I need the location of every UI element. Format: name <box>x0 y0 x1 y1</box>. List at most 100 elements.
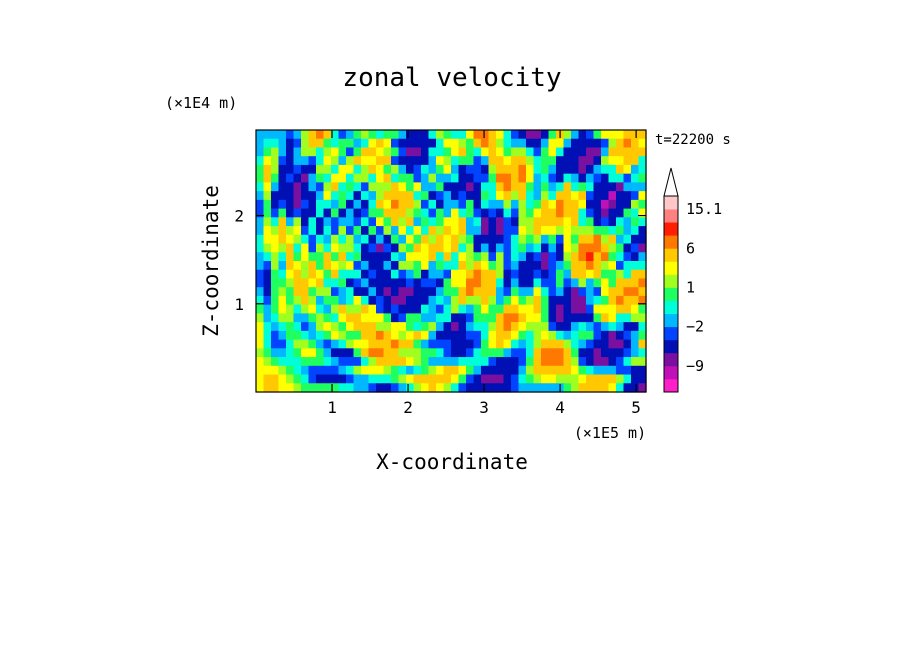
heatmap-cell <box>406 156 415 166</box>
heatmap-cell <box>308 191 317 201</box>
heatmap-cell <box>361 164 370 175</box>
heatmap-cell <box>593 156 602 166</box>
heatmap-cell <box>631 348 640 358</box>
heatmap-cell <box>616 199 625 210</box>
heatmap-cell <box>608 138 617 149</box>
heatmap-cell <box>331 357 340 367</box>
heatmap-cell <box>638 199 647 210</box>
heatmap-cell <box>331 278 340 288</box>
heatmap-cell <box>383 208 392 218</box>
colorbar-segment <box>664 248 678 262</box>
heatmap-cell <box>271 374 280 384</box>
heatmap-cell <box>398 164 407 175</box>
heatmap-cell <box>323 243 332 253</box>
heatmap-cell <box>391 365 400 376</box>
heatmap-cell <box>421 164 430 175</box>
heatmap-cell <box>308 339 317 349</box>
heatmap-cell <box>503 234 512 245</box>
heatmap-cell <box>586 278 595 288</box>
heatmap-cell <box>601 348 610 358</box>
heatmap-cell <box>436 278 445 288</box>
heatmap-cell <box>383 182 392 192</box>
heatmap-cell <box>353 357 362 367</box>
heatmap-cell <box>511 217 520 227</box>
heatmap-cell <box>578 173 587 183</box>
heatmap-cell <box>616 330 625 341</box>
heatmap-cell <box>436 199 445 210</box>
heatmap-cell <box>638 365 647 376</box>
heatmap-cell <box>458 295 467 306</box>
heatmap-cell <box>578 295 587 306</box>
heatmap-cell <box>503 304 512 314</box>
heatmap-cell <box>293 269 302 280</box>
heatmap-cell <box>278 164 287 175</box>
heatmap-cell <box>338 278 347 288</box>
heatmap-cell <box>271 173 280 183</box>
heatmap-cell <box>353 226 362 236</box>
heatmap-cell <box>353 191 362 201</box>
heatmap-cell <box>353 234 362 245</box>
heatmap-cell <box>376 278 385 288</box>
heatmap-cell <box>638 243 647 253</box>
heatmap-cell <box>481 156 490 166</box>
heatmap-cell <box>466 304 475 314</box>
heatmap-cell <box>428 357 437 367</box>
heatmap-cell <box>511 313 520 323</box>
heatmap-cell <box>391 138 400 149</box>
heatmap-cell <box>353 199 362 210</box>
y-tick-label: 1 <box>234 295 244 314</box>
heatmap-cell <box>436 173 445 183</box>
heatmap-cell <box>473 383 482 393</box>
heatmap-cell <box>353 304 362 314</box>
heatmap-cell <box>368 261 377 271</box>
heatmap-cell <box>556 322 565 332</box>
heatmap-cell <box>368 357 377 367</box>
heatmap-cell <box>391 348 400 358</box>
heatmap-cell <box>496 278 505 288</box>
heatmap-cell <box>458 287 467 297</box>
heatmap-cell <box>638 278 647 288</box>
heatmap-cell <box>578 156 587 166</box>
heatmap-cell <box>473 365 482 376</box>
heatmap-cell <box>301 261 310 271</box>
heatmap-cell <box>623 234 632 245</box>
heatmap-cell <box>286 348 295 358</box>
heatmap-cell <box>316 226 325 236</box>
heatmap-cell <box>316 304 325 314</box>
heatmap-cell <box>383 287 392 297</box>
heatmap-cell <box>443 269 452 280</box>
heatmap-cell <box>436 147 445 157</box>
heatmap-cell <box>353 374 362 384</box>
heatmap-cell <box>323 365 332 376</box>
plot-area <box>256 130 647 393</box>
heatmap-cell <box>383 164 392 175</box>
heatmap-cell <box>256 173 265 183</box>
heatmap-cell <box>398 330 407 341</box>
heatmap-cell <box>286 287 295 297</box>
heatmap-cell <box>263 383 272 393</box>
heatmap-cell <box>533 269 542 280</box>
heatmap-cell <box>623 130 632 140</box>
heatmap-cell <box>331 164 340 175</box>
heatmap-cell <box>353 269 362 280</box>
heatmap-cell <box>608 191 617 201</box>
heatmap-cell <box>443 322 452 332</box>
heatmap-cell <box>503 182 512 192</box>
heatmap-cell <box>436 226 445 236</box>
colorbar: 15.161−2−9 <box>663 167 722 393</box>
heatmap-cell <box>398 304 407 314</box>
heatmap-cell <box>278 365 287 376</box>
heatmap-cell <box>263 330 272 341</box>
heatmap-cell <box>586 199 595 210</box>
heatmap-cell <box>638 374 647 384</box>
heatmap-cell <box>428 182 437 192</box>
colorbar-segment <box>664 287 678 301</box>
heatmap-cell <box>301 348 310 358</box>
heatmap-cell <box>481 348 490 358</box>
heatmap-cell <box>496 383 505 393</box>
heatmap-cell <box>368 348 377 358</box>
heatmap-cell <box>518 322 527 332</box>
heatmap-cell <box>473 304 482 314</box>
heatmap-cell <box>271 243 280 253</box>
heatmap-cell <box>631 191 640 201</box>
